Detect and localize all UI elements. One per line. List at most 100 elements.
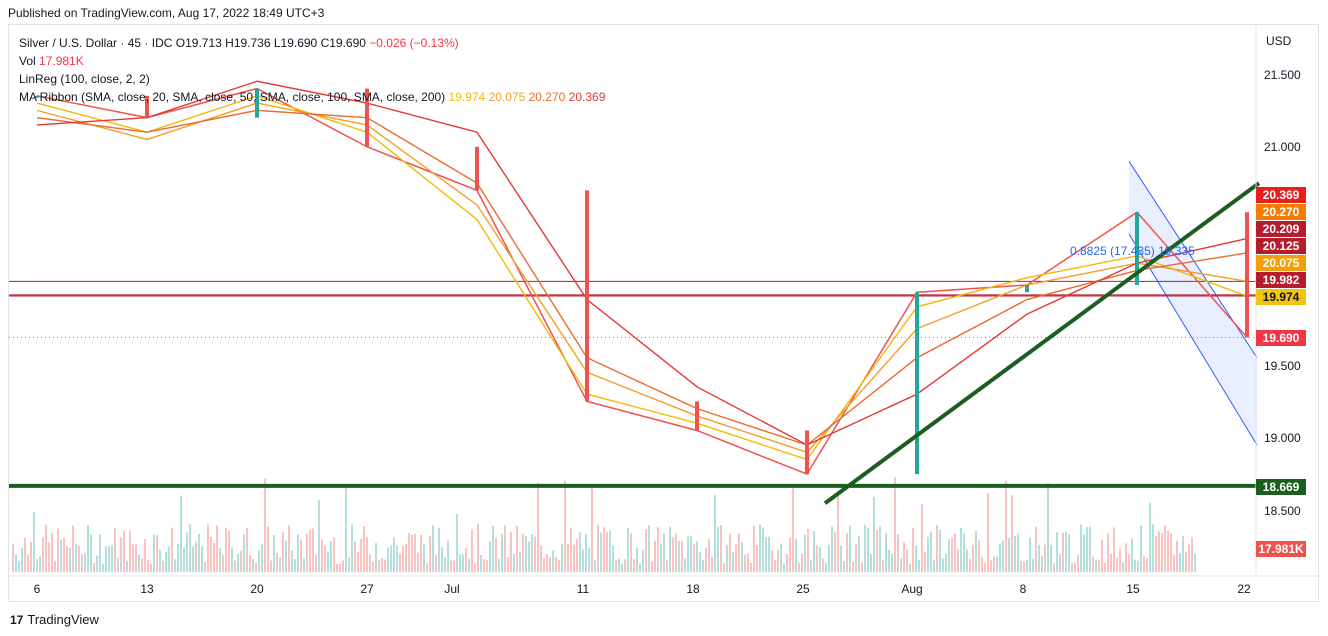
volume-bar: [501, 533, 503, 572]
linreg-label: LinReg (100, close, 2, 2): [19, 72, 150, 86]
volume-bar: [897, 534, 899, 572]
volume-bar: [711, 557, 713, 572]
volume-bar: [42, 537, 44, 572]
volume-bar: [309, 529, 311, 572]
y-tick: 19.000: [1264, 431, 1301, 445]
volume-bar: [819, 546, 821, 572]
volume-bar: [660, 543, 662, 572]
volume-bar: [744, 554, 746, 572]
volume-bar: [1083, 534, 1085, 572]
volume-bar: [858, 536, 860, 572]
volume-bar: [729, 533, 731, 572]
volume-bar: [855, 543, 857, 572]
volume-bar: [702, 560, 704, 572]
ma-line: [36, 95, 1248, 461]
volume-bar: [138, 554, 140, 572]
volume-bar: [456, 513, 458, 572]
volume-bar: [477, 524, 479, 572]
volume-bar: [408, 532, 410, 572]
volume-bar: [108, 545, 110, 572]
volume-bar: [720, 525, 722, 572]
volume-bar: [84, 553, 86, 572]
x-tick: Jul: [444, 582, 460, 596]
volume-bar: [1017, 533, 1019, 572]
volume-bar: [1194, 553, 1196, 572]
volume-bar: [990, 559, 992, 572]
ribbon-value-200: 20.369: [568, 90, 606, 104]
volume-bar: [381, 558, 383, 572]
volume-bar: [198, 533, 200, 572]
volume-bar: [678, 540, 680, 572]
price-line: [36, 87, 1248, 476]
volume-bar: [264, 478, 266, 572]
volume-bar: [924, 552, 926, 572]
volume-bar: [1053, 563, 1055, 572]
volume-bar: [243, 534, 245, 572]
volume-bar: [507, 556, 509, 572]
volume-bar: [111, 545, 113, 572]
volume-bar: [339, 563, 341, 572]
volume-bar: [576, 538, 578, 572]
price-tag-ma20: 19.974: [1256, 289, 1306, 305]
volume-bar: [969, 558, 971, 572]
volume-bar: [81, 554, 83, 572]
volume-bar: [132, 544, 134, 572]
currency-label[interactable]: USD: [1266, 34, 1292, 48]
volume-bar: [207, 524, 209, 572]
legend-ribbon-row[interactable]: MA Ribbon (SMA, close, 20, SMA, close, 5…: [19, 88, 605, 106]
volume-bar: [1059, 554, 1061, 572]
price-tag-ma50: 20.075: [1256, 255, 1306, 271]
volume-bar: [498, 558, 500, 572]
volume-bar: [153, 534, 155, 572]
volume-bar: [513, 554, 515, 572]
symbol-title[interactable]: Silver / U.S. Dollar: [19, 36, 118, 50]
legend-volume-row[interactable]: Vol 17.981K: [19, 52, 605, 70]
symbol-interval: 45: [127, 36, 142, 50]
volume-bar: [447, 540, 449, 572]
volume-bar: [213, 542, 215, 572]
volume-bar: [1089, 526, 1091, 572]
legend-linreg-row[interactable]: LinReg (100, close, 2, 2): [19, 70, 605, 88]
volume-bar: [72, 525, 74, 572]
volume-bar: [336, 563, 338, 572]
volume-bar: [672, 536, 674, 572]
volume-bar: [114, 528, 116, 572]
volume-bar: [1086, 526, 1088, 572]
volume-bar: [972, 544, 974, 572]
volume-bar: [12, 544, 14, 572]
volume-bar: [510, 532, 512, 572]
volume-bar: [1092, 556, 1094, 572]
volume-bar: [1098, 559, 1100, 572]
volume-bar: [1035, 526, 1037, 572]
volume-bar: [657, 527, 659, 572]
volume-bar: [423, 544, 425, 572]
volume-bar: [78, 545, 80, 572]
volume-bar: [1008, 538, 1010, 572]
volume-bar: [675, 533, 677, 572]
x-tick: 11: [576, 582, 590, 596]
price-candle: [1135, 212, 1139, 285]
volume-bar: [1104, 563, 1106, 572]
volume-bar: [795, 538, 797, 572]
volume-bar: [129, 530, 131, 572]
chart-frame[interactable]: [8, 24, 1319, 602]
volume-bar: [1107, 533, 1109, 572]
volume-bar: [534, 536, 536, 572]
volume-bar: [1041, 556, 1043, 572]
volume-bar: [57, 528, 59, 572]
volume-bar: [732, 552, 734, 572]
volume-bar: [723, 563, 725, 572]
tradingview-logo[interactable]: 17 TradingView: [10, 612, 99, 627]
volume-bar: [951, 537, 953, 572]
volume-bar: [780, 543, 782, 572]
volume-bar: [708, 539, 710, 572]
volume-bar: [486, 560, 488, 572]
volume-bar: [1026, 559, 1028, 572]
volume-bar: [558, 560, 560, 572]
volume-bar: [66, 545, 68, 572]
price-tag-last: 19.690: [1256, 330, 1306, 346]
volume-bar: [522, 533, 524, 572]
x-tick: 6: [33, 582, 41, 596]
volume-bar: [1119, 548, 1121, 572]
